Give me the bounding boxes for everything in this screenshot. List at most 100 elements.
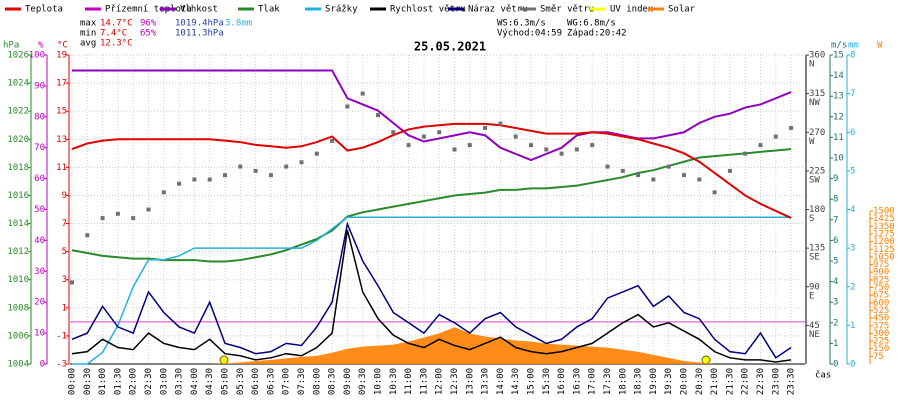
stat-text: min [80,29,96,39]
x-tick-label: 20:30 [695,368,705,395]
y-tick-label: -3 [56,360,67,370]
y-tick-label: -1 [56,331,67,341]
wind-info: WS:6.3m/s [497,19,546,29]
wind-direction-point [299,160,304,165]
compass-label: E [809,291,814,301]
y-tick-label: 50 [34,205,45,215]
wind-direction-point [345,104,350,109]
y-tick-label: 1350 [873,222,895,232]
y-tick-label: 315 [809,89,825,99]
x-tick-label: 07:30 [297,368,307,395]
x-tick-label: 01:00 [98,368,108,395]
x-tick-label: 16:30 [572,368,582,395]
y-tick-label: 180 [809,205,825,215]
wind-info: WG:6.8m/s [567,19,616,29]
x-tick-label: 18:00 [618,368,628,395]
axis-unit: W [877,41,883,51]
x-tick-label: 02:00 [129,368,139,395]
y-tick-label: 1014 [7,219,29,229]
y-tick-label: 20 [34,298,45,308]
y-tick-label: 1026 [7,51,29,61]
y-tick-label: 225 [873,337,889,347]
wind-direction-point [284,164,289,169]
y-tick-label: 14 [833,71,844,81]
y-tick-label: 300 [873,329,889,339]
wind-direction-point [743,151,748,156]
legend-label: UV index [610,5,654,15]
stat-text: avg [80,39,96,49]
y-tick-label: 1125 [873,245,895,255]
legend-label: Směr větru [540,5,594,15]
x-tick-label: 09:30 [358,368,368,395]
y-tick-label: 150 [873,344,889,354]
series-line [71,221,792,359]
x-tick-label: 23:30 [787,368,797,395]
wind-direction-point [223,173,227,178]
y-tick-label: 4 [833,277,838,287]
compass-label: W [809,137,815,147]
x-tick-label: 10:30 [389,368,399,395]
x-tick-label: 01:30 [113,368,123,395]
stat-text: 96% [140,19,157,29]
wind-direction-point [651,177,656,182]
y-tick-label: 2 [850,282,855,292]
x-tick-label: 05:00 [221,368,231,395]
wind-direction-point [253,168,258,173]
stat-text: 12.3°C [100,39,133,49]
wind-direction-point [85,233,90,238]
legend-label: Solar [668,5,696,15]
y-tick-label: 7 [62,219,67,229]
x-tick-label: 04:00 [190,368,200,395]
wind-direction-point [238,164,243,169]
y-tick-label: 270 [809,128,825,138]
x-tick-label: 09:00 [343,368,353,395]
wind-direction-point [207,177,212,182]
y-tick-label: 4 [850,205,855,215]
x-tick-label: 20:00 [680,368,690,395]
wind-direction-point [498,121,503,126]
y-tick-label: 45 [809,321,820,331]
wind-direction-point [773,134,778,139]
y-tick-label: 1018 [7,163,29,173]
x-tick-label: 03:00 [159,368,169,395]
axis-unit: mm [848,41,859,51]
x-tick-label: 12:00 [435,368,445,395]
y-tick-label: 10 [34,329,45,339]
x-tick-label: 10:00 [374,368,384,395]
wind-direction-point [666,164,671,169]
wind-direction-point [360,91,365,96]
legend-label: Vlhkost [180,5,218,15]
wind-direction-point [70,280,74,285]
axis-unit: °C [57,41,68,51]
y-tick-label: 1200 [873,237,895,247]
x-tick-label: 17:30 [603,368,613,395]
legend-label: Přízemní teplota [105,5,192,15]
compass-label: NW [809,98,820,108]
x-tick-label: 17:00 [588,368,598,395]
y-tick-label: 225 [809,166,825,176]
y-tick-label: 11 [833,133,844,143]
y-tick-label: 6 [833,236,838,246]
stat-text: max [80,19,97,29]
y-tick-label: 75 [873,352,884,362]
wind-direction-point [529,143,533,148]
x-tick-label: 08:30 [328,368,338,395]
y-tick-label: 1004 [7,360,29,370]
compass-label: NE [809,330,820,340]
wind-direction-point [682,173,686,178]
wind-direction-point [590,143,595,148]
x-tick-label: 11:30 [419,368,429,395]
y-tick-label: 1425 [873,214,895,224]
y-tick-label: 1022 [7,107,29,117]
x-tick-label: 04:30 [205,368,215,395]
wind-direction-point [376,113,380,118]
y-tick-label: 12 [833,112,844,122]
compass-label: N [809,60,814,70]
x-tick-label: 13:30 [481,368,491,395]
y-tick-label: 5 [833,257,838,267]
wind-direction-point [177,181,182,186]
wind-direction-point [268,173,273,178]
y-tick-label: 525 [873,306,889,316]
wind-direction-point [406,143,411,148]
y-tick-label: 975 [873,260,889,270]
